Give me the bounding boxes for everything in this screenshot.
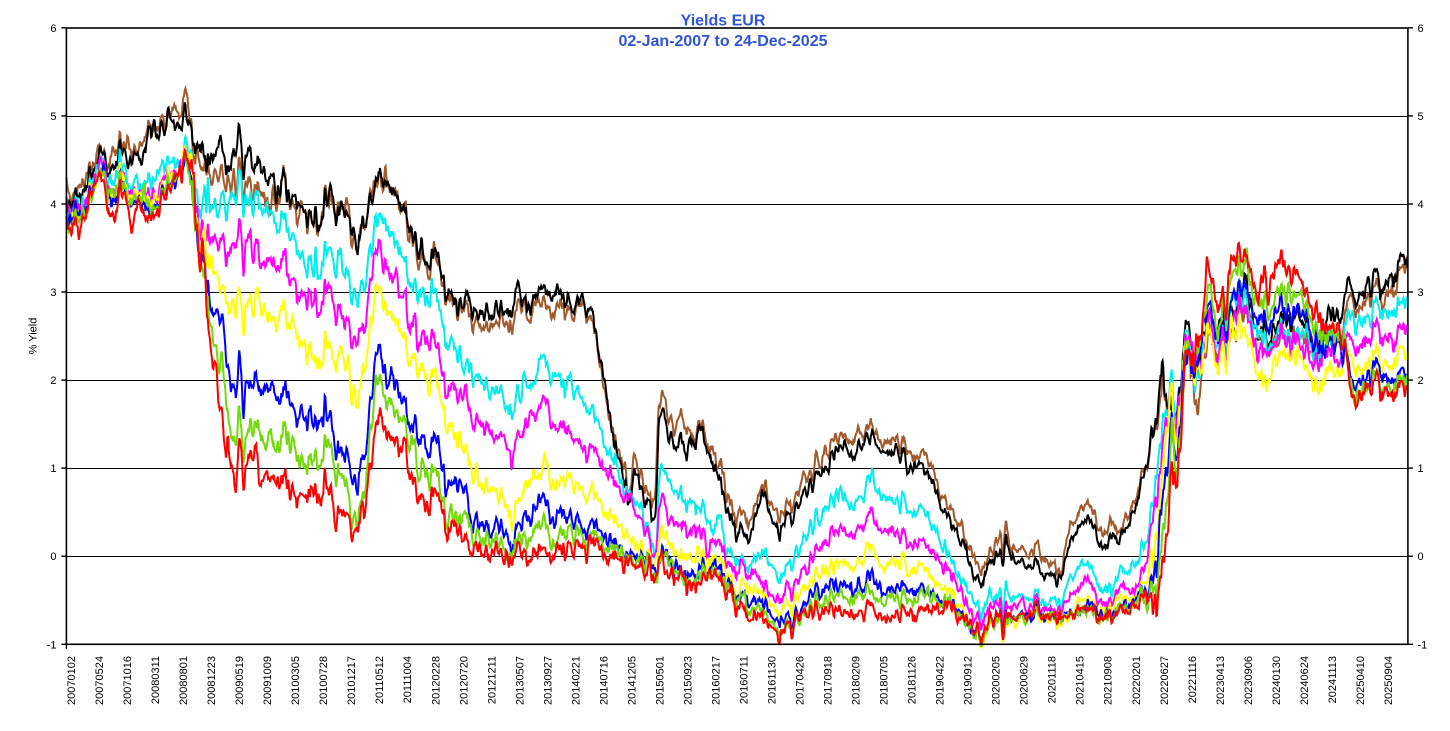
svg-text:20141205: 20141205 xyxy=(626,656,638,705)
svg-text:20070102: 20070102 xyxy=(66,656,78,705)
svg-text:20080801: 20080801 xyxy=(178,656,190,705)
svg-text:20161130: 20161130 xyxy=(767,656,779,704)
svg-text:20180209: 20180209 xyxy=(851,656,863,705)
svg-text:20220627: 20220627 xyxy=(1159,656,1171,705)
svg-text:2: 2 xyxy=(50,375,56,387)
svg-text:6: 6 xyxy=(50,23,56,35)
svg-text:1: 1 xyxy=(50,463,56,475)
svg-text:20250904: 20250904 xyxy=(1383,656,1395,705)
svg-text:20110512: 20110512 xyxy=(374,656,386,704)
svg-text:20170918: 20170918 xyxy=(823,656,835,705)
svg-text:4: 4 xyxy=(1418,199,1424,211)
svg-text:20241113: 20241113 xyxy=(1327,656,1339,703)
svg-text:20181126: 20181126 xyxy=(907,656,919,704)
svg-text:20240130: 20240130 xyxy=(1271,656,1283,705)
svg-text:20170426: 20170426 xyxy=(795,656,807,705)
svg-text:20130927: 20130927 xyxy=(542,656,554,705)
svg-text:Yields EUR: Yields EUR xyxy=(681,13,766,30)
svg-text:20100305: 20100305 xyxy=(290,656,302,705)
svg-text:-1: -1 xyxy=(1418,639,1428,651)
svg-text:20080311: 20080311 xyxy=(150,656,162,704)
svg-text:5: 5 xyxy=(50,111,56,123)
svg-text:20210908: 20210908 xyxy=(1103,656,1115,705)
svg-text:20120720: 20120720 xyxy=(458,656,470,705)
svg-text:6: 6 xyxy=(1418,23,1424,35)
svg-text:4: 4 xyxy=(50,199,56,211)
svg-text:20221116: 20221116 xyxy=(1187,656,1199,703)
svg-text:20230413: 20230413 xyxy=(1215,656,1227,705)
svg-text:20240624: 20240624 xyxy=(1299,656,1311,705)
svg-text:20190912: 20190912 xyxy=(963,656,975,705)
svg-text:20250410: 20250410 xyxy=(1355,656,1367,705)
svg-text:-1: -1 xyxy=(47,639,57,651)
svg-text:1: 1 xyxy=(1418,463,1424,475)
svg-text:20140221: 20140221 xyxy=(570,656,582,705)
svg-text:20081223: 20081223 xyxy=(206,656,218,705)
svg-text:20200205: 20200205 xyxy=(991,656,1003,705)
svg-text:20150923: 20150923 xyxy=(682,656,694,705)
svg-text:20101217: 20101217 xyxy=(346,656,358,705)
svg-text:20220201: 20220201 xyxy=(1131,656,1143,705)
svg-text:3: 3 xyxy=(1418,287,1424,299)
svg-text:20071016: 20071016 xyxy=(122,656,134,705)
svg-text:20111004: 20111004 xyxy=(402,656,414,703)
svg-text:20140716: 20140716 xyxy=(598,656,610,705)
svg-text:20120228: 20120228 xyxy=(430,656,442,705)
svg-text:0: 0 xyxy=(50,551,56,563)
svg-text:0: 0 xyxy=(1418,551,1424,563)
svg-text:3: 3 xyxy=(50,287,56,299)
svg-text:20190422: 20190422 xyxy=(935,656,947,705)
svg-text:02-Jan-2007 to 24-Dec-2025: 02-Jan-2007 to 24-Dec-2025 xyxy=(618,33,827,50)
svg-text:% Yield: % Yield xyxy=(28,318,40,355)
svg-text:20160711: 20160711 xyxy=(739,656,751,704)
svg-text:20121211: 20121211 xyxy=(486,656,498,704)
svg-text:2: 2 xyxy=(1418,375,1424,387)
svg-text:20090519: 20090519 xyxy=(234,656,246,705)
svg-text:20210415: 20210415 xyxy=(1075,656,1087,705)
svg-text:20150501: 20150501 xyxy=(654,656,666,705)
svg-text:20230906: 20230906 xyxy=(1243,656,1255,705)
svg-text:20091009: 20091009 xyxy=(262,656,274,705)
svg-text:20100728: 20100728 xyxy=(318,656,330,705)
svg-text:20201118: 20201118 xyxy=(1047,656,1059,703)
svg-text:20130507: 20130507 xyxy=(514,656,526,705)
svg-text:20070524: 20070524 xyxy=(94,656,106,705)
svg-text:5: 5 xyxy=(1418,111,1424,123)
svg-text:20200629: 20200629 xyxy=(1019,656,1031,705)
svg-text:20180705: 20180705 xyxy=(879,656,891,705)
svg-text:20160217: 20160217 xyxy=(711,656,723,705)
